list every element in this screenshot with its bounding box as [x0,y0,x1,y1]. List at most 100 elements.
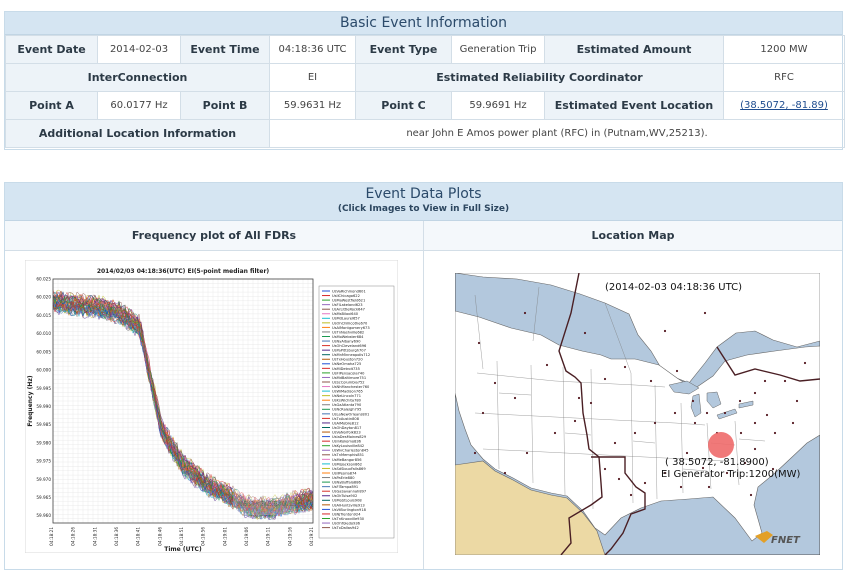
fdr-location-dot [673,411,677,415]
y-tick-label: 60.020 [36,295,51,300]
location-map-image[interactable]: (2014-02-03 04:18:36 UTC) ( 38.5072, -81… [455,273,820,555]
legend-label: UsOhToledo936 [332,521,361,525]
fdr-location-dot [773,431,777,435]
legend-label: UsMnMinneapolis712 [332,353,370,357]
fdr-location-dot [693,421,697,425]
x-tick-label: 04:19:21 [309,527,314,546]
y-tick-label: 59.960 [36,513,51,518]
map-mexico [455,460,606,555]
event-time-label: Event Time [180,35,270,64]
event-location-cell: (38.5072, -81.89) [723,91,845,120]
legend-label: UsMdBaltimore751 [332,376,366,380]
frequency-plot-image[interactable]: 2014/02/03 04:18:36(UTC) EI(5-point medi… [25,260,398,553]
event-location-label: Estimated Event Location [544,91,724,120]
legend-label: UsVtBurlington918 [332,508,367,512]
x-tick-label: 04:18:26 [71,527,76,546]
event-type-label: Event Type [355,35,452,64]
frequency-plot-x-label: Time (UTC) [164,546,202,553]
legend-label: UsMiDetroit735 [332,367,360,371]
table-row: Point A 60.0177 Hz Point B 59.9631 Hz Po… [5,91,845,120]
map-great-lakes [668,380,754,420]
estimated-amount-value: 1200 MW [723,35,845,64]
map-border-line [706,422,712,490]
legend-label: UsNeLincoln771 [332,394,361,398]
interconnection-label: InterConnection [5,63,270,92]
legend-label: UsNjTrenton924 [332,512,361,516]
event-info-table: Event Date 2014-02-03 Event Time 04:18:3… [5,35,845,148]
fdr-location-dot [738,399,742,403]
interconnection-boundaries [558,273,820,555]
event-location-link[interactable]: (38.5072, -81.89) [740,100,828,111]
x-tick-label: 04:18:36 [114,527,119,546]
point-b-label: Point B [180,91,270,120]
x-tick-label: 04:18:31 [92,527,97,546]
fdr-location-dot [701,466,705,470]
y-tick-label: 59.980 [36,440,51,445]
fdr-location-dot [553,431,557,435]
legend-label: UsInKokomo836 [332,440,362,444]
fdr-location-dot [753,391,757,395]
map-event-time-label: (2014-02-03 04:18:36 UTC) [605,282,742,293]
map-coords-label: ( 38.5072, -81.8900) [665,457,769,468]
fdr-location-dot [679,485,683,489]
fdr-location-dot [613,441,617,445]
fdr-location-dot [577,396,581,400]
legend-label: UsGaSavannah897 [332,490,366,494]
legend-label: UsMdLaurel657 [332,317,360,321]
fdr-series-line [52,302,314,520]
y-tick-label: 60.005 [36,349,51,354]
map-border-line [738,438,766,442]
legend-label: UsIlChicago622 [332,294,360,298]
fdr-location-dot [739,431,743,435]
university-watermark: UNIVERSITY of TENNESSEE KNOXVILLE [233,485,295,515]
legend-label: UsNeOmaha725 [332,362,361,366]
lake-ontario [738,400,754,409]
legend-label: UsTxAustin808 [332,417,360,421]
event-date-value: 2014-02-03 [97,35,181,64]
event-data-plots-header: Event Data Plots (Click Images to View i… [5,183,842,221]
fdr-series-line [52,300,314,518]
fdr-location-dot [513,396,517,400]
fdr-location-dot [617,477,621,481]
legend-label: UsTnMemphis851 [332,453,364,457]
fdr-location-dot [743,461,747,465]
fdr-location-dot [753,421,757,425]
table-row: Additional Location Information near Joh… [5,119,845,148]
event-location-marker[interactable] [708,432,734,458]
y-tick-label: 59.975 [36,459,51,464]
fdr-location-dot [771,467,775,471]
y-tick-label: 60.025 [36,277,51,282]
legend-label: UsVaNorfolk823 [332,430,361,434]
legend-label: UsGaAtlanta790 [332,403,362,407]
fdr-locations [473,311,807,497]
watermark-backdrop [233,485,295,515]
legend-label: UsFlLakeland623 [332,303,363,307]
fdr-location-dot [803,361,807,365]
frequency-plot-legend-entries: UsVaRichmond601UsIlChicago622UsMaWestfie… [322,289,370,530]
point-c-label: Point C [355,91,452,120]
x-tick-label: 04:19:06 [244,527,249,546]
legend-label: UsMsJackson862 [332,462,362,466]
frequency-plot-frame [52,278,314,524]
map-border-line [482,448,726,462]
y-tick-label: 59.965 [36,495,51,500]
fdr-location-dot [653,421,657,425]
fdr-series-line [52,295,314,509]
fdr-location-dot [705,411,709,415]
legend-label: UsIaDesMoines829 [332,435,367,439]
legend-label: UsKsWichita780 [332,399,362,403]
legend-label: UsNcRaleigh795 [332,408,361,412]
legend-label: UsIlPeoria874 [332,471,357,475]
frequency-plot-y-ticks: 60.025 60.020 60.015 60.010 60.005 60.000 59.9… [36,277,51,519]
point-b-value: 59.9631 Hz [269,91,356,120]
fdr-location-dot [707,485,711,489]
legend-label: UsMeBangor856 [332,458,362,462]
fdr-location-dot [675,369,679,373]
x-tick-label: 04:19:11 [266,527,271,546]
legend-label: UsMoStLouis908 [332,499,362,503]
x-tick-label: 04:19:16 [287,527,292,546]
fdr-location-dot [525,451,529,455]
fdr-location-dot [643,481,647,485]
x-tick-label: 04:18:51 [179,527,184,546]
legend-label: UsAlHuntsville913 [332,503,365,507]
